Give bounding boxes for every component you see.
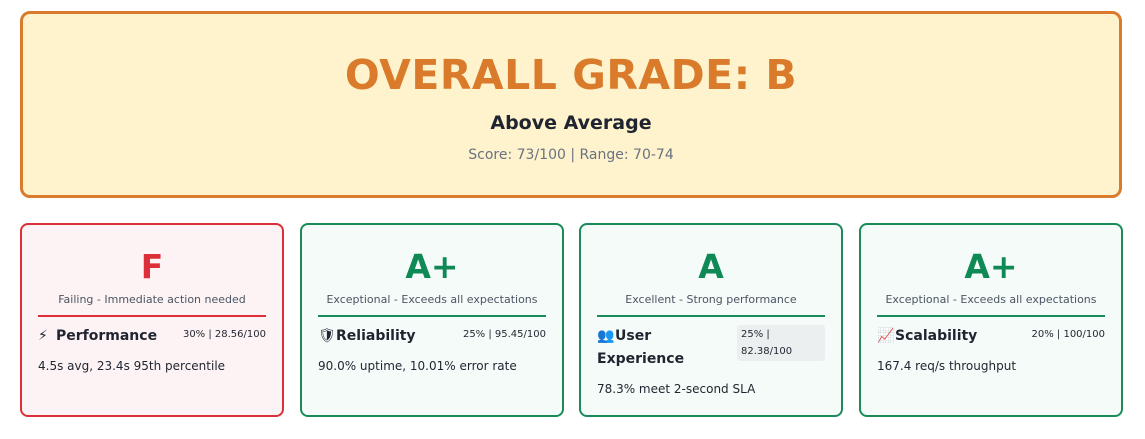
metric-header: 📈Scalability 20% | 100/100 bbox=[877, 325, 1105, 367]
metric-name: Scalability bbox=[895, 328, 978, 344]
grade-letter: F bbox=[140, 247, 164, 286]
divider bbox=[877, 315, 1105, 317]
grade-letter: A+ bbox=[405, 247, 459, 286]
overall-grade-subtitle: Above Average bbox=[490, 112, 652, 134]
metric-header: 👥User Experience 25% | 82.38/100 bbox=[597, 325, 825, 367]
metric-name: Reliability bbox=[336, 328, 416, 344]
metric-weight-score: 25% | 95.45/100 bbox=[462, 329, 546, 340]
metric-title: ⚡ Performance bbox=[38, 325, 157, 347]
grade-description: Exceptional - Exceeds all expectations bbox=[885, 293, 1097, 306]
metric-name: User Experience bbox=[597, 328, 685, 367]
metric-header: ⚡ Performance 30% | 28.56/100 bbox=[38, 325, 266, 367]
divider bbox=[597, 315, 825, 317]
metric-detail: 78.3% meet 2-second SLA bbox=[597, 382, 756, 396]
lightning-icon: ⚡ bbox=[38, 328, 48, 344]
divider bbox=[38, 315, 266, 317]
metric-card-user-experience: A Excellent - Strong performance 👥User E… bbox=[579, 223, 843, 417]
metric-weight-score: 30% | 28.56/100 bbox=[182, 329, 266, 340]
grade-description: Exceptional - Exceeds all expectations bbox=[326, 293, 538, 306]
users-icon: 👥 bbox=[597, 328, 615, 344]
grade-description: Failing - Immediate action needed bbox=[58, 293, 246, 306]
metric-detail: 90.0% uptime, 10.01% error rate bbox=[318, 359, 517, 373]
metric-detail: 4.5s avg, 23.4s 95th percentile bbox=[38, 359, 226, 373]
chart-up-icon: 📈 bbox=[877, 328, 895, 344]
shield-icon: 🛡 bbox=[318, 328, 336, 344]
metric-card-scalability: A+ Exceptional - Exceeds all expectation… bbox=[859, 223, 1123, 417]
metric-card-performance: F Failing - Immediate action needed ⚡ Per… bbox=[20, 223, 284, 417]
grade-letter: A+ bbox=[964, 247, 1018, 286]
metric-title: 👥User Experience bbox=[597, 325, 727, 371]
overall-grade-panel: OVERALL GRADE: B Above Average Score: 73… bbox=[20, 11, 1122, 198]
overall-score-range: Score: 73/100 | Range: 70-74 bbox=[468, 147, 674, 163]
metric-weight-score: 20% | 100/100 bbox=[1031, 329, 1106, 340]
metric-header: 🛡Reliability 25% | 95.45/100 bbox=[318, 325, 546, 367]
metric-name: Performance bbox=[56, 328, 158, 344]
grade-letter: A bbox=[698, 247, 724, 286]
grade-description: Excellent - Strong performance bbox=[625, 293, 797, 306]
divider bbox=[318, 315, 546, 317]
metric-card-reliability: A+ Exceptional - Exceeds all expectation… bbox=[300, 223, 564, 417]
metric-title: 🛡Reliability bbox=[318, 325, 416, 347]
overall-grade-title: OVERALL GRADE: B bbox=[344, 51, 798, 99]
metric-title: 📈Scalability bbox=[877, 325, 977, 347]
metric-weight-score: 25% | 82.38/100 bbox=[737, 325, 825, 361]
metric-detail: 167.4 req/s throughput bbox=[877, 359, 1017, 373]
